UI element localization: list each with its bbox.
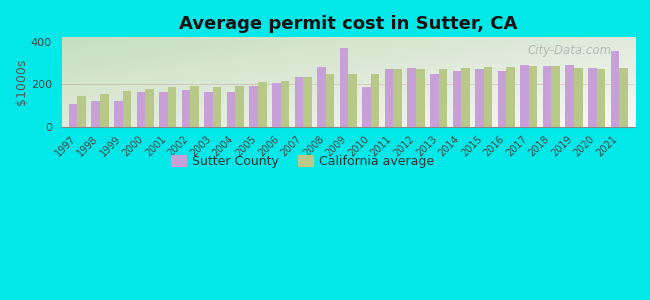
Bar [159,92,168,127]
Bar [462,68,470,127]
Bar [543,66,551,127]
Bar [408,68,416,127]
Bar [100,94,109,127]
Legend: Sutter County, California average: Sutter County, California average [166,150,439,173]
Bar [393,70,402,127]
Bar [340,48,348,127]
Bar [92,100,100,127]
Bar [430,74,439,127]
Bar [520,65,529,127]
Bar [619,68,628,127]
Bar [385,70,393,127]
Text: City-Data.com: City-Data.com [528,44,612,57]
Bar [326,74,334,127]
Bar [294,77,303,127]
Bar [566,65,574,127]
Bar [136,92,145,127]
Title: Average permit cost in Sutter, CA: Average permit cost in Sutter, CA [179,15,517,33]
Bar [204,92,213,127]
Bar [227,92,235,127]
Bar [348,74,357,127]
Bar [597,70,605,127]
Bar [250,85,258,127]
Bar [168,87,176,127]
Bar [371,74,380,127]
Bar [114,100,123,127]
Bar [484,67,492,127]
Bar [69,104,77,127]
Bar [362,87,371,127]
Bar [529,66,538,127]
Bar [303,77,312,127]
Bar [588,68,597,127]
Bar [213,87,222,127]
Bar [123,91,131,127]
Bar [272,83,281,127]
Bar [506,67,515,127]
Bar [551,66,560,127]
Bar [235,85,244,127]
Bar [145,89,154,127]
Bar [182,90,190,127]
Bar [439,70,447,127]
Bar [452,70,462,127]
Bar [574,68,582,127]
Bar [317,67,326,127]
Bar [610,51,619,127]
Bar [77,96,86,127]
Bar [416,70,424,127]
Bar [190,85,199,127]
Bar [498,70,506,127]
Y-axis label: $1000s: $1000s [15,59,28,106]
Bar [475,70,484,127]
Bar [258,82,266,127]
Bar [281,81,289,127]
